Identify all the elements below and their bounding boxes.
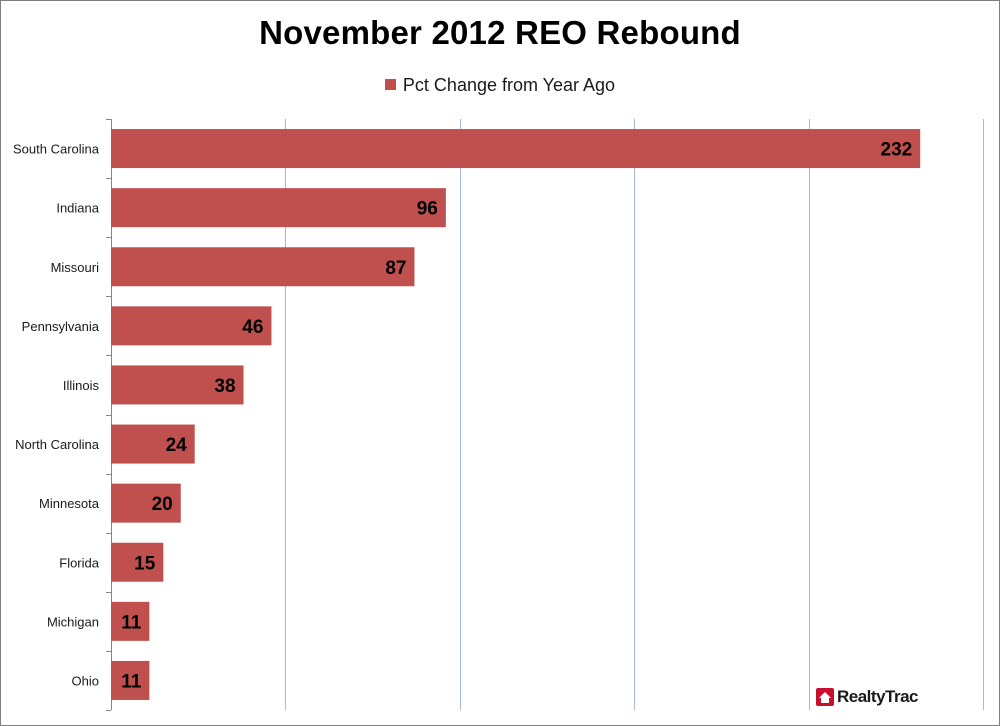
house-icon [816, 688, 834, 706]
category-label: Florida [59, 555, 100, 570]
data-label: 11 [121, 671, 142, 692]
data-label: 96 [417, 199, 438, 220]
data-label: 11 [121, 612, 142, 633]
bar [111, 365, 244, 405]
data-label: 15 [134, 553, 156, 574]
bar [111, 483, 181, 523]
logo-text: RealtyTrac [837, 687, 919, 706]
chart-legend: Pct Change from Year Ago [0, 75, 1000, 96]
category-label: Minnesota [39, 496, 100, 511]
bar [111, 542, 164, 582]
realtytrac-logo: RealtyTrac [816, 686, 919, 708]
bar [111, 188, 446, 228]
data-label: 232 [881, 140, 913, 161]
bar [111, 247, 415, 287]
category-label: Pennsylvania [22, 319, 100, 334]
bar [111, 660, 150, 700]
data-label: 46 [242, 317, 263, 338]
category-label: North Carolina [15, 437, 100, 452]
data-label: 87 [385, 258, 406, 279]
bar [111, 601, 150, 641]
category-label: Indiana [56, 201, 99, 216]
bar [111, 129, 921, 169]
category-label: South Carolina [13, 142, 100, 157]
category-label: Missouri [51, 260, 100, 275]
chart-title: November 2012 REO Rebound [259, 14, 741, 51]
bar [111, 424, 195, 464]
data-label: 24 [166, 435, 188, 456]
legend-label: Pct Change from Year Ago [402, 75, 616, 95]
category-label: Illinois [63, 378, 100, 393]
category-label: Ohio [72, 673, 99, 688]
legend-swatch [384, 79, 396, 90]
bar [111, 306, 272, 346]
category-label: Michigan [47, 614, 99, 629]
data-label: 20 [152, 494, 173, 515]
data-label: 38 [214, 376, 235, 397]
